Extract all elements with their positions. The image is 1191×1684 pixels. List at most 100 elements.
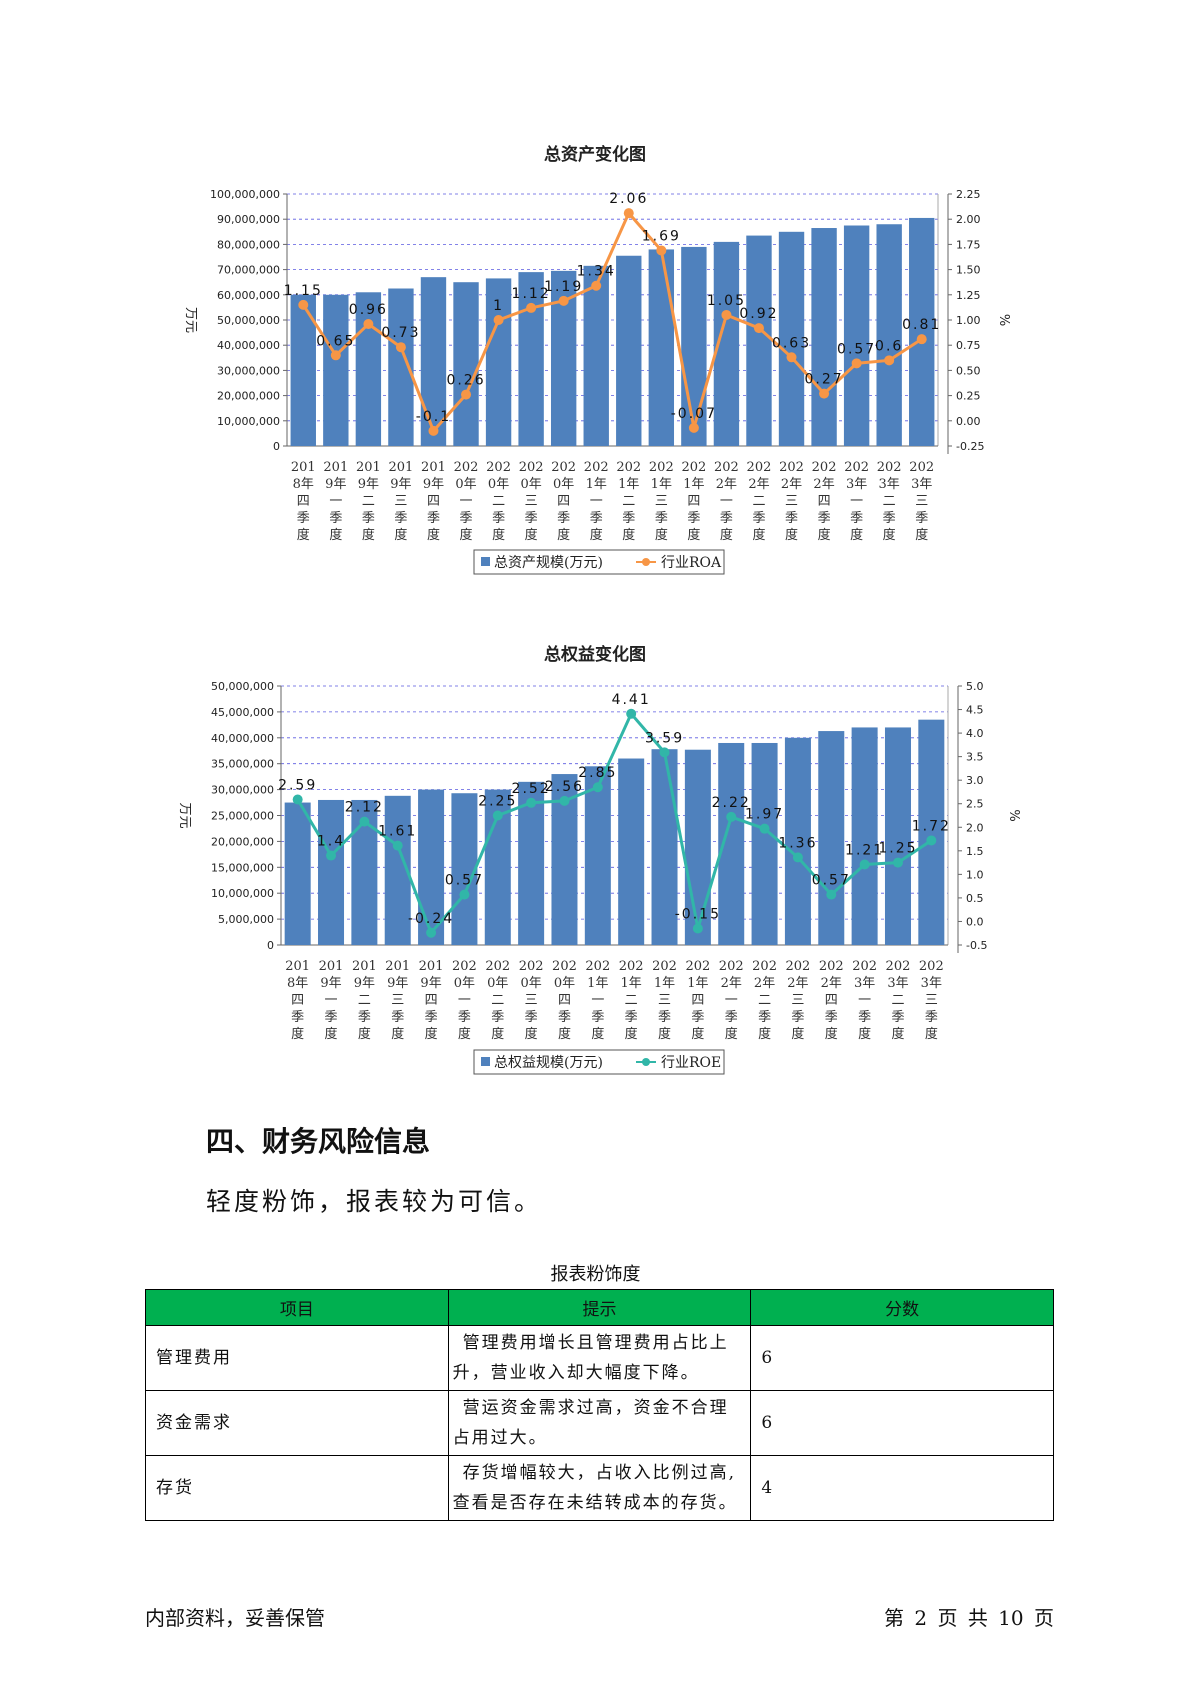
line-point bbox=[916, 334, 927, 345]
data-label: -0.15 bbox=[675, 907, 721, 923]
line-point bbox=[591, 280, 602, 291]
legend-line-label: 行业ROA bbox=[661, 555, 722, 571]
y2-tick-label: 1.50 bbox=[956, 264, 981, 277]
y-tick-label: 50,000,000 bbox=[217, 314, 280, 327]
y2-axis-label: % bbox=[1006, 809, 1021, 821]
line-point bbox=[526, 797, 537, 808]
bar bbox=[583, 265, 609, 446]
data-label: -0.1 bbox=[416, 409, 451, 425]
data-label: 1.61 bbox=[378, 824, 417, 840]
y2-tick-label: 2.00 bbox=[956, 213, 981, 226]
data-label: 1.05 bbox=[707, 293, 746, 309]
data-label: 0.81 bbox=[902, 317, 941, 333]
bar bbox=[420, 277, 447, 446]
section-heading: 四、财务风险信息 bbox=[206, 1125, 431, 1158]
data-label: 3.59 bbox=[645, 730, 684, 746]
x-tick-label: 202 0年四季度 bbox=[552, 959, 577, 1042]
legend-box bbox=[473, 549, 725, 575]
data-label: 1.72 bbox=[912, 818, 951, 834]
data-label: 2.06 bbox=[609, 191, 648, 207]
line-point bbox=[363, 319, 374, 330]
line-point bbox=[592, 782, 603, 793]
x-tick-label: 202 0年二季度 bbox=[485, 959, 510, 1042]
data-label: 2.25 bbox=[478, 794, 517, 810]
row-score: 6 bbox=[750, 1390, 1054, 1456]
line-point bbox=[558, 295, 569, 306]
y2-tick-label: 1.0 bbox=[966, 868, 984, 881]
y-tick-label: 20,000,000 bbox=[217, 390, 280, 403]
y-tick-label: 100,000,000 bbox=[210, 188, 280, 201]
line-point bbox=[359, 816, 370, 827]
chart-legend: 总资产规模(万元) 行业ROA bbox=[473, 549, 725, 575]
bar bbox=[518, 781, 545, 945]
column-header-score: 分数 bbox=[750, 1289, 1054, 1326]
y-tick-label: 60,000,000 bbox=[217, 289, 280, 302]
data-label: 0.96 bbox=[349, 302, 388, 318]
line-point bbox=[559, 795, 570, 806]
bar bbox=[451, 793, 478, 945]
bar bbox=[355, 292, 382, 446]
line-point bbox=[692, 923, 703, 934]
y-tick-label: 40,000,000 bbox=[217, 339, 280, 352]
x-tick-label: 202 1年一季度 bbox=[585, 959, 610, 1042]
bar bbox=[584, 766, 611, 945]
line-point bbox=[326, 850, 337, 861]
x-tick-label: 202 1年二季度 bbox=[616, 460, 641, 543]
legend-line-marker bbox=[642, 558, 650, 566]
x-tick-label: 201 9年二季度 bbox=[356, 460, 381, 543]
row-item: 管理费用 bbox=[145, 1325, 449, 1391]
data-label: -0.07 bbox=[671, 406, 717, 422]
data-label: 0.26 bbox=[446, 373, 485, 389]
y-tick-label: 15,000,000 bbox=[211, 861, 274, 874]
line-point bbox=[298, 299, 309, 310]
y2-tick-label: 4.0 bbox=[966, 727, 984, 740]
data-label: 0.92 bbox=[739, 306, 778, 322]
line-point bbox=[884, 355, 895, 366]
line-point bbox=[623, 208, 634, 219]
x-tick-label: 201 9年一季度 bbox=[319, 959, 344, 1042]
line-point bbox=[786, 352, 797, 363]
bar bbox=[648, 249, 675, 446]
x-tick-label: 202 1年三季度 bbox=[649, 460, 674, 543]
bar bbox=[843, 225, 870, 446]
bar bbox=[884, 727, 911, 945]
bar bbox=[318, 799, 345, 945]
x-tick-label: 201 9年二季度 bbox=[352, 959, 377, 1042]
data-label: 0.73 bbox=[381, 325, 420, 341]
row-item: 存货 bbox=[145, 1455, 449, 1521]
bar bbox=[284, 802, 311, 945]
bar bbox=[681, 246, 707, 446]
table-row: 资金需求 营运资金需求过高，资金不合理占用过大。 6 bbox=[145, 1390, 1054, 1456]
y-tick-label: 40,000,000 bbox=[211, 732, 274, 745]
y2-tick-label: 3.0 bbox=[966, 774, 984, 787]
y2-tick-label: 1.5 bbox=[966, 845, 984, 858]
x-tick-label: 202 1年四季度 bbox=[685, 959, 710, 1042]
x-tick-label: 202 1年四季度 bbox=[681, 460, 706, 543]
y2-tick-label: 4.5 bbox=[966, 704, 984, 717]
legend-bar-label: 总权益规模(万元) bbox=[494, 1055, 603, 1071]
line-point bbox=[395, 342, 406, 353]
y-axis-label: 万元 bbox=[177, 802, 192, 828]
chart-title: 总资产变化图 bbox=[544, 144, 646, 165]
x-tick-label: 201 8年四季度 bbox=[285, 959, 310, 1042]
y2-tick-label: -0.25 bbox=[956, 440, 984, 453]
line-point bbox=[826, 889, 837, 900]
bar bbox=[778, 231, 805, 446]
x-tick-label: 202 2年三季度 bbox=[779, 460, 804, 543]
line-point bbox=[392, 840, 403, 851]
row-hint: 管理费用增长且管理费用占比上升，营业收入却大幅度下降。 bbox=[447, 1325, 752, 1391]
line-point bbox=[492, 810, 503, 821]
data-label: 2.59 bbox=[278, 777, 317, 793]
data-label: 0.65 bbox=[316, 333, 355, 349]
data-label: 1.34 bbox=[577, 264, 616, 280]
y2-tick-label: 0.0 bbox=[966, 915, 984, 928]
line-point bbox=[292, 794, 303, 805]
y-tick-label: 5,000,000 bbox=[218, 913, 274, 926]
data-label: 2.22 bbox=[712, 795, 751, 811]
footer-page-number: 第 2 页 共 10 页 bbox=[884, 1606, 1054, 1630]
x-tick-label: 202 3年一季度 bbox=[852, 959, 877, 1042]
x-tick-label: 201 8年四季度 bbox=[291, 460, 316, 543]
line-point bbox=[459, 889, 470, 900]
footer-confidential-note: 内部资料，妥善保管 bbox=[145, 1606, 325, 1630]
x-tick-label: 201 9年四季度 bbox=[421, 460, 446, 543]
